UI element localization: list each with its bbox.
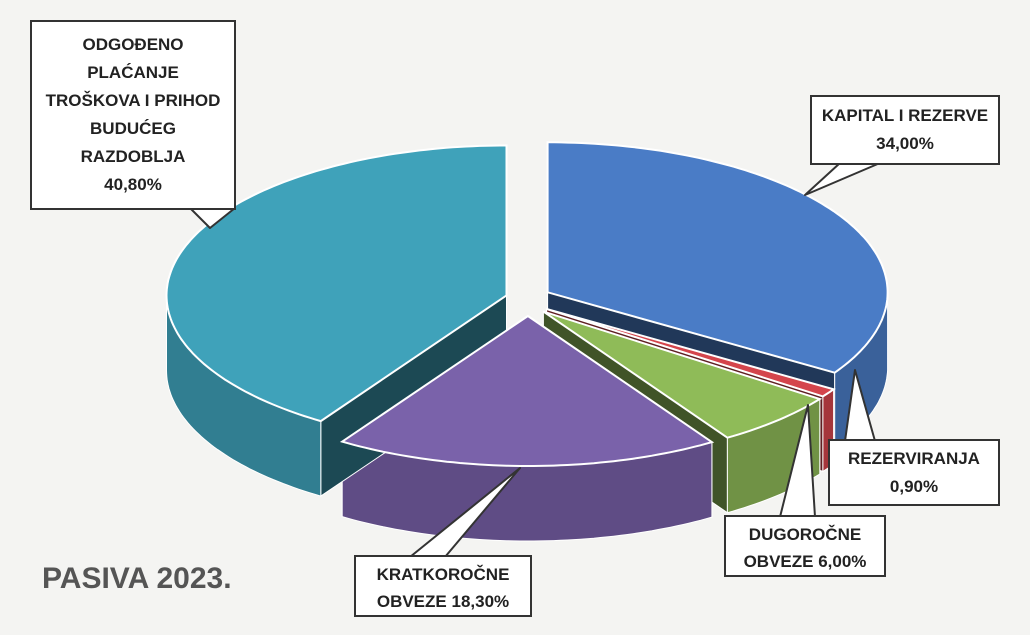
value-label: 40,80% [104, 175, 162, 194]
callout: ODGOĐENO PLAĆANJE TROŠKOVA I PRIHOD BUDU… [30, 20, 236, 210]
value-label: 6,00% [818, 552, 867, 571]
value-label: 0,90% [889, 476, 939, 496]
category-label: KRATKOROČNE OBVEZE [376, 565, 510, 611]
pie-slice [165, 144, 508, 423]
pie-slice [546, 141, 889, 374]
pointer [804, 162, 881, 196]
pointer [844, 369, 876, 442]
callout: KRATKOROČNE OBVEZE 18,30% [354, 555, 532, 617]
callout: KAPITAL I REZERVE 34,00% [810, 95, 1000, 165]
category-label: KAPITAL I REZERVE [821, 106, 989, 125]
callout: REZERVIRANJA 0,90% [828, 439, 1000, 506]
category-label: DUGOROČNE OBVEZE [743, 525, 862, 571]
pointer [779, 404, 816, 518]
callout: DUGOROČNE OBVEZE 6,00% [724, 515, 886, 577]
pointer [409, 467, 521, 558]
pointer [189, 207, 236, 229]
pie-slice [546, 308, 836, 398]
value-label: 34,00% [876, 134, 934, 153]
value-label: 18,30% [451, 592, 510, 611]
pie-slice [542, 310, 823, 439]
pie-tops [165, 141, 889, 467]
chart-title: PASIVA 2023. [42, 562, 232, 595]
category-label: REZERVIRANJA [848, 448, 980, 468]
pie-slice [339, 314, 715, 467]
pie [165, 141, 889, 542]
callout-pointers [189, 162, 881, 558]
category-label: ODGOĐENO PLAĆANJE TROŠKOVA I PRIHOD BUDU… [45, 35, 221, 166]
